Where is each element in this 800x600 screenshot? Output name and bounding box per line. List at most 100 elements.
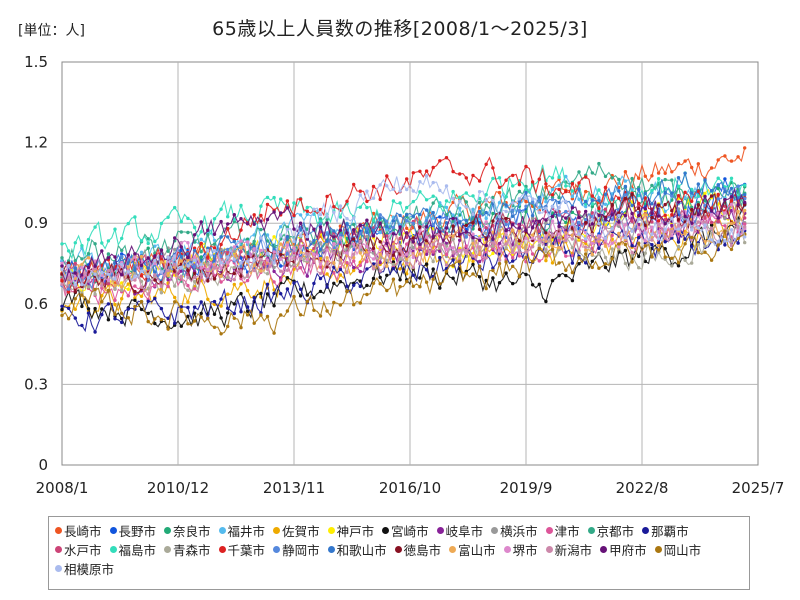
data-point: [73, 241, 78, 245]
data-point: [325, 221, 329, 225]
data-point: [564, 254, 568, 258]
legend-label: 福島市: [118, 543, 157, 558]
data-point: [564, 216, 568, 220]
data-point: [471, 232, 475, 236]
data-point: [285, 251, 290, 255]
data-point: [338, 267, 343, 272]
data-point: [623, 193, 628, 197]
data-point: [318, 213, 323, 217]
data-point: [597, 196, 601, 200]
data-point: [656, 237, 661, 241]
data-point: [305, 274, 309, 278]
data-point: [524, 196, 528, 200]
data-point: [405, 252, 409, 256]
data-point: [325, 256, 329, 260]
data-point: [352, 283, 356, 287]
data-point: [411, 199, 415, 204]
data-point: [491, 176, 495, 181]
data-point: [60, 272, 64, 276]
data-point: [610, 241, 614, 245]
data-point: [723, 154, 727, 158]
data-point: [398, 225, 402, 229]
data-point: [418, 169, 422, 173]
data-point: [391, 219, 396, 223]
data-point: [358, 223, 362, 228]
data-point: [643, 191, 647, 196]
data-point: [511, 173, 515, 178]
data-point: [431, 267, 435, 271]
data-point: [358, 251, 362, 255]
data-point: [471, 221, 475, 225]
data-point: [656, 171, 661, 175]
data-point: [239, 250, 243, 254]
data-point: [232, 271, 236, 276]
data-point: [676, 227, 681, 231]
data-point: [471, 207, 475, 211]
data-point: [418, 190, 422, 194]
data-point: [729, 247, 734, 252]
data-point: [226, 255, 230, 259]
data-point: [603, 265, 608, 270]
data-point: [484, 256, 488, 260]
data-point: [597, 221, 601, 226]
data-point: [623, 170, 628, 174]
data-point: [670, 216, 674, 221]
y-tick-label: 0.9: [24, 214, 48, 232]
data-point: [517, 182, 522, 187]
data-point: [265, 202, 270, 207]
data-point: [173, 321, 177, 325]
data-point: [663, 235, 667, 239]
data-point: [232, 316, 236, 320]
data-point: [332, 251, 336, 255]
data-point: [444, 221, 449, 225]
data-point: [298, 256, 303, 260]
data-point: [491, 195, 495, 200]
y-axis-ticks: 0 0.3 0.6 0.9 1.2 1.5: [24, 53, 48, 474]
data-point: [484, 210, 488, 215]
data-point: [272, 250, 276, 254]
data-point: [139, 263, 144, 268]
data-point: [318, 225, 323, 229]
data-point: [497, 258, 502, 262]
data-point: [630, 176, 634, 181]
data-point: [93, 269, 97, 274]
data-point: [73, 259, 78, 263]
data-point: [279, 211, 283, 215]
data-point: [444, 247, 449, 252]
data-point: [590, 259, 594, 263]
data-point: [411, 189, 415, 193]
data-point: [212, 238, 217, 243]
data-point: [405, 177, 409, 181]
data-point: [557, 224, 561, 229]
data-point: [226, 292, 230, 296]
data-point: [590, 202, 594, 206]
data-point: [305, 234, 309, 239]
data-point: [192, 287, 197, 291]
data-point: [186, 275, 190, 279]
legend-label: 神戸市: [336, 524, 375, 539]
data-point: [623, 196, 628, 201]
data-point: [438, 188, 442, 193]
legend-label: 水戸市: [64, 543, 102, 558]
data-point: [405, 257, 409, 261]
data-point: [192, 311, 197, 315]
data-point: [371, 246, 376, 250]
data-point: [186, 216, 190, 221]
legend-label: 岐阜市: [445, 524, 484, 539]
data-point: [212, 277, 217, 281]
data-point: [298, 234, 303, 238]
data-point: [564, 184, 568, 188]
data-point: [584, 204, 588, 209]
data-point: [438, 221, 442, 226]
data-point: [199, 255, 203, 259]
data-point: [504, 195, 508, 199]
data-point: [226, 247, 230, 252]
data-point: [371, 211, 376, 216]
data-point: [120, 252, 124, 256]
data-point: [272, 280, 276, 284]
data-point: [464, 235, 468, 239]
data-point: [709, 238, 714, 242]
data-point: [113, 283, 117, 288]
data-point: [93, 242, 97, 246]
data-point: [683, 190, 687, 194]
